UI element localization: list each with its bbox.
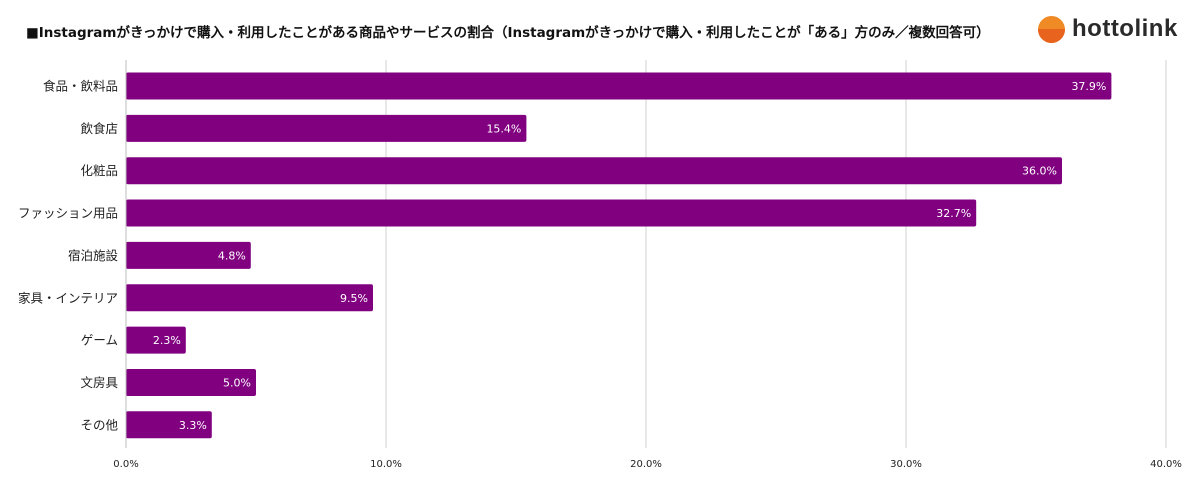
orange-circle-logo-icon xyxy=(1038,15,1065,43)
category-label: 飲食店 xyxy=(80,121,118,136)
category-label: 食品・飲料品 xyxy=(43,79,118,94)
bar-value-label: 37.9% xyxy=(1071,80,1106,93)
category-label: 化粧品 xyxy=(80,163,118,178)
bar-value-label: 2.3% xyxy=(153,334,181,347)
category-label: 家具・インテリア xyxy=(18,290,118,305)
chart-title: ■Instagramがきっかけで購入・利用したことがある商品やサービスの割合（I… xyxy=(26,25,990,41)
category-label: 文房具 xyxy=(80,375,118,390)
x-tick-label: 20.0% xyxy=(630,459,662,470)
bar-value-label: 9.5% xyxy=(340,292,368,305)
bar xyxy=(126,411,212,439)
bar-value-label: 36.0% xyxy=(1022,165,1057,178)
bar-value-label: 4.8% xyxy=(218,249,246,262)
bar xyxy=(126,114,527,142)
bar-value-label: 15.4% xyxy=(486,122,521,135)
x-tick-label: 0.0% xyxy=(113,459,138,470)
logo-text: hottolink xyxy=(1072,15,1178,42)
bar xyxy=(126,72,1112,100)
bar-value-label: 3.3% xyxy=(179,419,207,432)
category-label: ゲーム xyxy=(81,333,118,348)
x-tick-label: 40.0% xyxy=(1150,459,1182,470)
bar xyxy=(126,368,256,396)
category-label: ファッション用品 xyxy=(18,206,118,221)
category-label: 宿泊施設 xyxy=(68,248,119,263)
bar xyxy=(126,157,1062,185)
bar-value-label: 32.7% xyxy=(936,207,971,220)
bar xyxy=(126,199,977,227)
bar xyxy=(126,284,373,312)
x-tick-label: 30.0% xyxy=(890,459,922,470)
bar xyxy=(126,326,186,354)
bar-value-label: 5.0% xyxy=(223,376,251,389)
bar xyxy=(126,241,251,269)
hottolink-logo: hottolink xyxy=(1038,14,1178,44)
category-label: その他 xyxy=(80,417,118,432)
x-tick-label: 10.0% xyxy=(370,459,402,470)
